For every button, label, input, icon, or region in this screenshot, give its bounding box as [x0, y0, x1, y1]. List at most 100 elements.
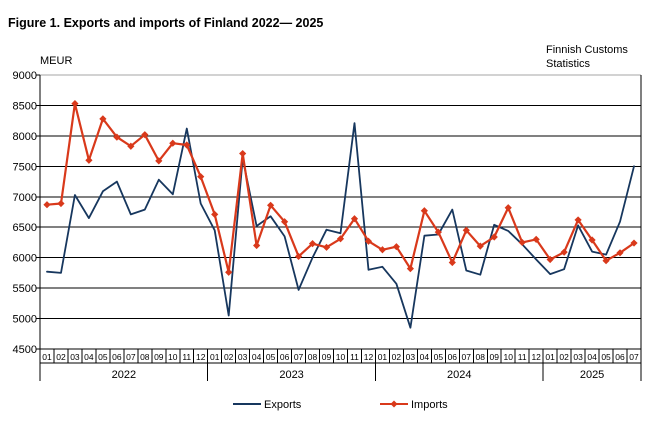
- month-label: 01: [42, 352, 52, 362]
- chart-title: Figure 1. Exports and imports of Finland…: [8, 16, 323, 30]
- month-label: 05: [601, 352, 611, 362]
- month-label: 08: [476, 352, 486, 362]
- exports-line: [46, 122, 635, 329]
- source-note-line2: Statistics: [546, 58, 591, 70]
- imports-marker: [602, 257, 610, 265]
- year-label: 2022: [112, 369, 136, 381]
- month-label: 02: [56, 352, 66, 362]
- imports-marker: [239, 149, 247, 158]
- imports-marker: [43, 201, 51, 209]
- imports-marker: [532, 235, 540, 243]
- month-label: 10: [168, 352, 178, 362]
- x-axis-labels: 01 02 03 04 05 06 07 08 09 10 11 12 01 02 03 04 05 06 07 08…: [42, 352, 639, 381]
- imports-marker: [71, 100, 79, 108]
- imports-marker: [490, 233, 498, 241]
- month-label: 12: [196, 352, 206, 362]
- imports-marker: [294, 252, 303, 261]
- month-label: 05: [98, 352, 108, 362]
- month-label: 09: [322, 352, 332, 362]
- month-label: 07: [294, 352, 304, 362]
- month-label: 12: [531, 352, 541, 362]
- legend-label-exports: Exports: [264, 399, 302, 411]
- month-label: 12: [364, 352, 374, 362]
- month-label: 03: [238, 352, 248, 362]
- month-label: 01: [545, 352, 555, 362]
- imports-marker: [420, 207, 428, 215]
- imports-marker: [197, 173, 205, 181]
- year-label: 2024: [447, 369, 471, 381]
- imports-marker: [253, 241, 261, 250]
- imports-marker: [546, 255, 554, 264]
- month-label: 01: [210, 352, 220, 362]
- month-label: 05: [266, 352, 276, 362]
- source-note-line1: Finnish Customs: [546, 44, 628, 56]
- month-label: 09: [154, 352, 164, 362]
- y-tick-label: 4500: [13, 344, 37, 356]
- legend-label-imports: Imports: [411, 399, 448, 411]
- month-label: 04: [84, 352, 94, 362]
- month-label: 03: [406, 352, 416, 362]
- imports-marker: [392, 243, 401, 251]
- imports-marker: [308, 240, 317, 248]
- imports-marker: [155, 157, 163, 165]
- month-label: 02: [559, 352, 569, 362]
- year-label: 2023: [279, 369, 303, 381]
- imports-marker: [350, 215, 359, 223]
- imports-marker: [448, 258, 456, 267]
- imports-marker: [476, 242, 484, 250]
- month-label: 03: [70, 352, 80, 362]
- imports-marker: [127, 142, 135, 150]
- month-label: 05: [434, 352, 444, 362]
- month-label: 04: [587, 352, 597, 362]
- imports-marker: [211, 210, 219, 219]
- legend-imports-marker-icon: [390, 400, 398, 408]
- imports-marker: [280, 218, 289, 226]
- imports-marker: [630, 239, 638, 247]
- month-label: 09: [490, 352, 500, 362]
- month-label: 07: [126, 352, 136, 362]
- imports-marker: [616, 249, 624, 257]
- month-label: 08: [308, 352, 318, 362]
- month-label: 10: [336, 352, 346, 362]
- imports-marker: [169, 139, 177, 147]
- year-label: 2025: [580, 369, 604, 381]
- month-label: 06: [280, 352, 290, 362]
- imports-marker: [99, 115, 107, 123]
- month-label: 04: [420, 352, 430, 362]
- imports-marker: [267, 201, 275, 209]
- imports-marker: [574, 216, 582, 224]
- month-label: 07: [462, 352, 472, 362]
- month-label: 02: [392, 352, 402, 362]
- imports-marker: [406, 265, 414, 273]
- month-label: 01: [378, 352, 388, 362]
- month-label: 11: [350, 352, 359, 362]
- month-label: 04: [252, 352, 262, 362]
- imports-marker: [378, 246, 387, 254]
- y-tick-label: 6000: [13, 253, 37, 265]
- y-tick-label: 8000: [13, 131, 37, 143]
- legend: Exports Imports: [233, 399, 448, 411]
- month-label: 10: [503, 352, 513, 362]
- y-tick-label: 8500: [13, 101, 37, 113]
- month-label: 06: [112, 352, 122, 362]
- data-series: [43, 100, 638, 329]
- imports-marker: [364, 237, 373, 245]
- y-tick-label: 7500: [13, 162, 37, 174]
- y-tick-label: 5500: [13, 283, 37, 295]
- imports-marker: [57, 199, 65, 208]
- y-axis-unit-label: MEUR: [40, 55, 72, 67]
- imports-marker: [336, 235, 345, 243]
- axes-frame: [36, 74, 642, 381]
- imports-marker: [225, 268, 233, 276]
- imports-marker: [462, 226, 470, 234]
- month-label: 11: [518, 352, 527, 362]
- imports-marker: [85, 156, 93, 164]
- y-axis-tick-labels: 9000 8500 8000 7500 7000 6500 6000 5500 5000 4500: [13, 70, 37, 356]
- y-tick-label: 9000: [13, 70, 37, 82]
- month-label: 11: [182, 352, 191, 362]
- imports-marker: [518, 238, 526, 247]
- month-label: 06: [448, 352, 458, 362]
- imports-marker: [560, 248, 568, 256]
